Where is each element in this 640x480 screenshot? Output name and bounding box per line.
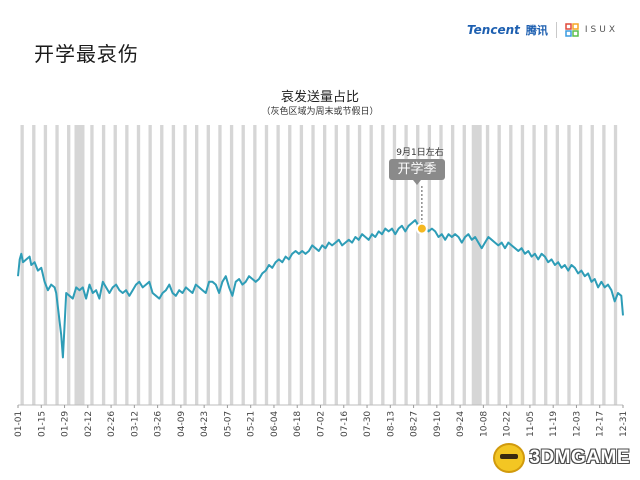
- watermark-text: 3DMGAME: [529, 447, 630, 468]
- weekend-band: [148, 125, 152, 405]
- weekend-band: [322, 125, 327, 405]
- x-tick-label: 03-26: [154, 411, 164, 437]
- weekend-band: [416, 125, 420, 405]
- weekend-band: [346, 125, 350, 405]
- weekend-band: [544, 125, 548, 405]
- x-tick-label: 06-04: [270, 411, 280, 437]
- tencent-logo-text: Tencent: [467, 23, 520, 37]
- weekend-band: [602, 125, 606, 405]
- weekend-band: [264, 125, 269, 405]
- isux-icon: [565, 23, 579, 37]
- x-tick-label: 07-16: [340, 411, 350, 437]
- x-tick-label: 01-15: [37, 411, 47, 437]
- weekend-band: [590, 125, 594, 405]
- weekend-band: [509, 125, 513, 405]
- chart-subtitle: （灰色区域为周末或节假日）: [261, 107, 379, 117]
- weekend-band: [334, 125, 338, 405]
- weekend-band: [218, 125, 222, 405]
- weekend-band: [90, 125, 94, 405]
- weekend-band: [20, 125, 24, 405]
- weekend-band: [136, 125, 141, 405]
- weekend-band: [55, 125, 59, 405]
- weekend-band: [43, 125, 48, 405]
- weekend-band: [567, 125, 571, 405]
- weekend-band: [32, 125, 36, 405]
- weekend-band: [113, 125, 117, 405]
- weekend-band: [381, 125, 385, 405]
- x-tick-label: 07-02: [317, 411, 327, 437]
- weekend-band: [439, 125, 443, 405]
- x-tick-label: 01-01: [14, 411, 24, 437]
- weekend-band: [369, 125, 373, 405]
- watermark: 3DMGAME: [493, 442, 630, 474]
- x-tick-label: 04-23: [200, 411, 210, 437]
- weekend-band: [253, 125, 257, 405]
- x-tick-label: 08-27: [410, 411, 420, 437]
- weekend-band: [404, 125, 408, 405]
- weekend-band: [160, 125, 164, 405]
- weekend-band: [555, 125, 560, 405]
- weekend-band: [450, 125, 455, 405]
- x-tick-label: 11-05: [526, 411, 536, 437]
- weekend-band: [288, 125, 292, 405]
- weekend-band: [462, 125, 466, 405]
- holiday-band: [74, 125, 85, 405]
- weekend-band: [485, 125, 490, 405]
- holiday-band: [471, 125, 482, 405]
- x-tick-label: 12-31: [619, 411, 629, 437]
- x-tick-label: 07-30: [363, 411, 373, 437]
- tencent-logo-cn: 腾讯: [525, 24, 548, 37]
- x-tick-label: 11-19: [549, 411, 559, 437]
- page-title: 开学最哀伤: [34, 42, 139, 66]
- x-tick-label: 06-18: [293, 411, 303, 437]
- series-line: [17, 219, 624, 359]
- x-tick-label: 02-26: [107, 411, 117, 437]
- weekend-band: [392, 125, 397, 405]
- weekend-band: [357, 125, 362, 405]
- brand-logo: Tencent 腾讯 ISUX: [467, 20, 618, 40]
- brand-divider: [555, 22, 557, 38]
- annotation-tag: 开学季: [389, 159, 445, 185]
- weekend-band: [229, 125, 234, 405]
- weekend-band: [241, 125, 245, 405]
- x-tick-label: 04-09: [177, 411, 187, 437]
- watermark-mascot-icon: [493, 443, 526, 473]
- weekend-band: [532, 125, 536, 405]
- x-tick-label: 09-10: [433, 411, 443, 437]
- weekend-band: [520, 125, 525, 405]
- x-tick-label: 05-21: [247, 411, 257, 437]
- x-tick-label: 10-22: [503, 411, 513, 437]
- weekend-band: [276, 125, 280, 405]
- weekend-band: [195, 125, 199, 405]
- x-tick-label: 12-17: [596, 411, 606, 437]
- weekend-band: [125, 125, 129, 405]
- annotation-date-label: 9月1日左右: [396, 148, 444, 158]
- x-tick-label: 02-12: [84, 411, 94, 437]
- weekend-band: [578, 125, 583, 405]
- weekend-band: [67, 125, 71, 405]
- x-tick-label: 05-07: [223, 411, 233, 437]
- isux-logo-text: ISUX: [584, 25, 618, 35]
- x-tick-label: 03-12: [130, 411, 140, 437]
- x-tick-label: 08-13: [386, 411, 396, 437]
- weekend-band: [613, 125, 618, 405]
- weekend-band: [206, 125, 210, 405]
- weekend-band: [427, 125, 432, 405]
- x-tick-label: 09-24: [456, 411, 466, 437]
- chart-title: 哀发送量占比: [280, 90, 359, 105]
- weekend-band: [299, 125, 304, 405]
- weekend-band: [311, 125, 315, 405]
- x-tick-label: 12-03: [572, 411, 582, 437]
- x-tick-label: 10-08: [479, 411, 489, 437]
- weekend-band: [101, 125, 106, 405]
- weekend-band: [183, 125, 187, 405]
- x-tick-label: 01-29: [61, 411, 71, 437]
- weekend-band: [497, 125, 501, 405]
- annotation-marker: [415, 222, 428, 235]
- weekend-band: [171, 125, 176, 405]
